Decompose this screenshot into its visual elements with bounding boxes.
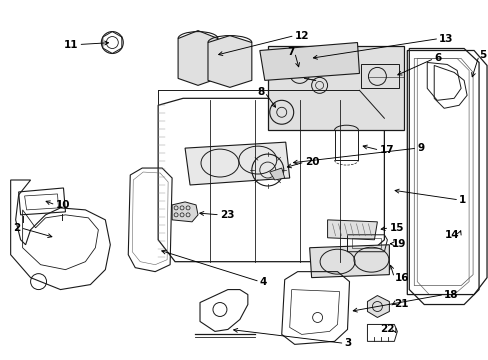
Bar	[368, 67, 404, 88]
Text: 9: 9	[416, 143, 424, 153]
Text: 14: 14	[444, 230, 458, 240]
Text: 3: 3	[344, 338, 351, 348]
Text: 19: 19	[390, 239, 405, 249]
Text: 8: 8	[257, 87, 264, 97]
Text: 11: 11	[64, 40, 78, 50]
Text: 21: 21	[393, 298, 408, 309]
Polygon shape	[207, 36, 251, 87]
Text: 23: 23	[220, 210, 234, 220]
Polygon shape	[269, 168, 284, 180]
Text: 18: 18	[443, 289, 458, 300]
Polygon shape	[184, 142, 289, 185]
Text: 1: 1	[458, 195, 466, 205]
Text: 17: 17	[379, 145, 393, 155]
Text: 22: 22	[379, 324, 393, 334]
Polygon shape	[172, 202, 198, 222]
Text: 5: 5	[478, 50, 486, 60]
Polygon shape	[267, 45, 404, 130]
Bar	[334, 130, 358, 160]
Text: 12: 12	[294, 31, 308, 41]
Polygon shape	[259, 42, 359, 80]
Text: 4: 4	[259, 276, 266, 287]
Text: 16: 16	[393, 273, 408, 283]
Text: 10: 10	[56, 200, 70, 210]
Text: 20: 20	[304, 157, 319, 167]
Polygon shape	[327, 220, 377, 240]
Text: 7: 7	[287, 48, 294, 58]
Polygon shape	[309, 245, 388, 278]
Polygon shape	[178, 31, 218, 85]
Polygon shape	[366, 296, 388, 318]
Text: 13: 13	[438, 33, 453, 44]
Text: 2: 2	[13, 223, 20, 233]
Text: 6: 6	[433, 54, 441, 63]
Bar	[361, 64, 399, 88]
Text: 15: 15	[388, 223, 403, 233]
